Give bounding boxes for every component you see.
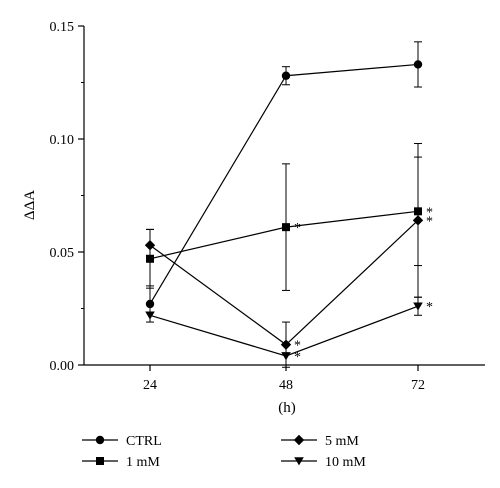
significance-label: *: [294, 350, 301, 365]
series-ctrl: [145, 41, 423, 323]
series-layer: ******: [144, 41, 433, 368]
data-point: [144, 240, 156, 251]
series-line: [149, 210, 419, 260]
legend-item-10-mm: 10 mM: [281, 455, 366, 470]
legend: CTRL 1 mM 5 mM 10 mM: [82, 434, 366, 470]
data-point: [281, 71, 291, 80]
legend-item-ctrl: CTRL: [82, 434, 162, 449]
data-point: [145, 311, 155, 320]
x-tick-label: 48: [279, 378, 293, 393]
y-tick-label: 0.00: [50, 359, 75, 374]
series-1-mm: **: [146, 156, 433, 291]
series-line: [149, 305, 419, 357]
significance-label: *: [426, 300, 433, 315]
legend-marker: [96, 457, 104, 465]
axes: 0.00 0.05 0.10 0.15 24 48 72: [50, 20, 485, 393]
legend-marker: [293, 434, 305, 446]
significance-label: *: [294, 339, 301, 354]
legend-item-1-mm: 1 mM: [82, 455, 160, 470]
data-point: [412, 215, 424, 226]
series-10-mm: **: [145, 296, 433, 365]
x-axis-label: (h): [278, 400, 296, 416]
legend-label: 1 mM: [126, 455, 160, 470]
legend-item-5-mm: 5 mM: [281, 434, 359, 449]
y-tick-label: 0.15: [50, 20, 75, 35]
data-point: [282, 223, 290, 232]
series-5-mm: **: [144, 143, 433, 368]
data-point: [280, 339, 292, 350]
x-tick-label: 24: [143, 378, 157, 393]
data-point: [281, 352, 291, 361]
significance-label: *: [426, 214, 433, 229]
series-line: [149, 63, 419, 305]
significance-label: *: [426, 205, 433, 220]
y-tick-label: 0.10: [50, 133, 75, 148]
legend-label: CTRL: [126, 434, 162, 449]
x-tick-label: 72: [411, 378, 425, 393]
legend-label: 5 mM: [325, 434, 359, 449]
y-axis-label: ΔΔA: [22, 190, 38, 220]
significance-label: *: [294, 221, 301, 236]
legend-label: 10 mM: [325, 455, 366, 470]
series-line: [149, 219, 419, 346]
data-point: [145, 299, 155, 309]
data-point: [413, 302, 423, 311]
legend-marker: [294, 457, 304, 466]
legend-marker: [95, 435, 105, 445]
y-tick-label: 0.05: [50, 246, 75, 261]
data-point: [413, 60, 423, 69]
